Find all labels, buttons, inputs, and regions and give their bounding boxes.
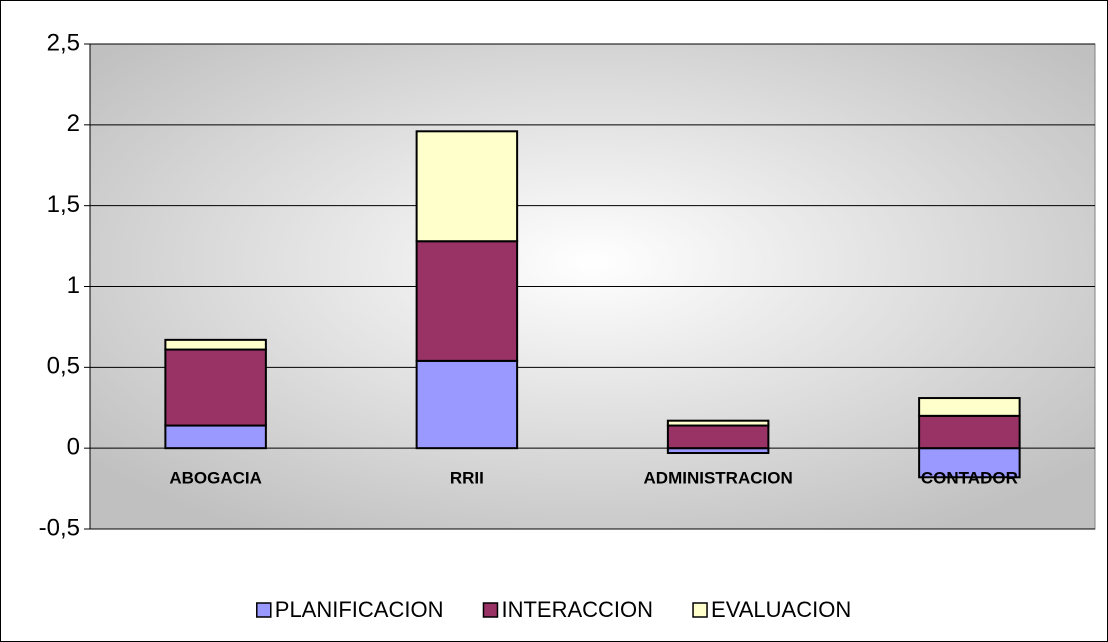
bar-segment <box>164 348 267 427</box>
bar-segment <box>918 397 1021 417</box>
bar-segment <box>415 359 519 450</box>
x-tick-label: ABOGACIA <box>169 469 262 488</box>
x-tick-label: CONTADOR <box>921 469 1018 488</box>
y-tick-label: 0 <box>67 434 80 461</box>
y-tick-label: -0,5 <box>39 514 80 541</box>
bar-segment <box>666 424 770 450</box>
legend-swatch <box>692 602 708 618</box>
x-tick-label: ADMINISTRACION <box>644 469 793 488</box>
bar-segment <box>415 240 519 362</box>
y-tick-label: 2 <box>67 110 80 137</box>
y-tick-label: 1 <box>67 272 80 299</box>
bar-segment <box>415 130 519 243</box>
bar-segment <box>666 419 770 427</box>
legend-swatch <box>256 602 272 618</box>
bar-segment <box>164 424 267 450</box>
bar-segment <box>918 447 1021 479</box>
x-tick-label: RRII <box>450 469 484 488</box>
y-tick-label: 0,5 <box>47 353 80 380</box>
legend-label: EVALUACION <box>711 597 851 622</box>
bar-segment <box>164 338 267 351</box>
legend-label: INTERACCION <box>501 597 653 622</box>
y-tick-label: 2,5 <box>47 29 80 56</box>
legend-swatch <box>482 602 499 618</box>
legend-label: PLANIFICACION <box>275 597 444 622</box>
y-tick-label: 1,5 <box>47 191 80 218</box>
bar-segment <box>918 414 1021 450</box>
